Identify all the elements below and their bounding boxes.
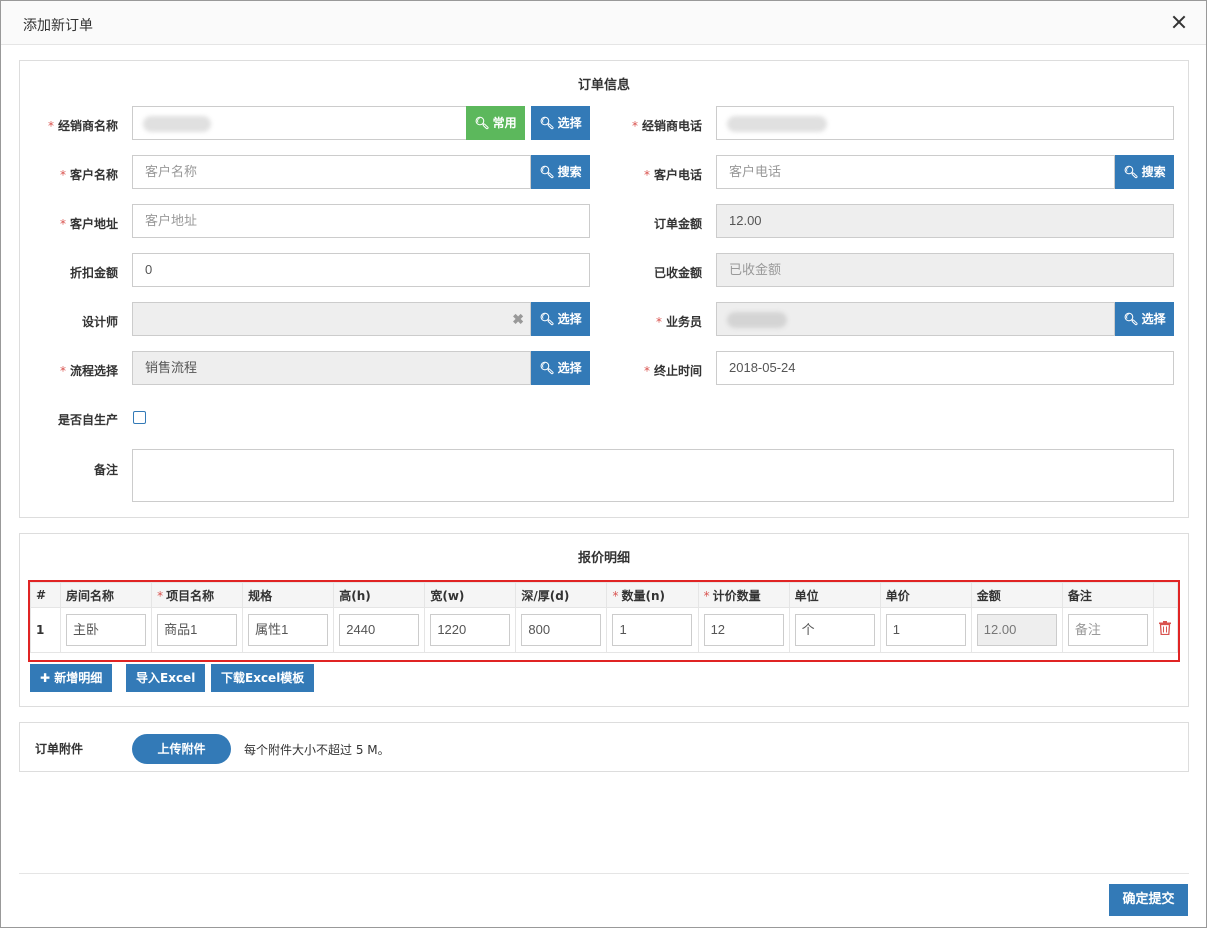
search-icon: 🔍︎	[1123, 312, 1139, 326]
quantity-input[interactable]: 1	[612, 614, 693, 646]
customer-address-input[interactable]: 客户地址	[132, 204, 590, 238]
order-info-panel: 订单信息 * 经销商名称 🔍︎ 常用 🔍︎ 选择 * 经销商电话 * 客户名称 客户名称 …	[19, 60, 1189, 518]
remark-textarea[interactable]	[132, 449, 1174, 502]
room-input[interactable]: 主卧	[66, 614, 147, 646]
col-remark: 备注	[1061, 582, 1154, 608]
col-item: * 项目名称	[151, 582, 244, 608]
designer-label: 设计师	[81, 315, 118, 329]
upload-attachment-button[interactable]: 上传附件	[132, 734, 231, 764]
footer-divider	[19, 873, 1189, 874]
depth-input[interactable]: 800	[521, 614, 602, 646]
remark-input[interactable]: 备注	[1067, 614, 1148, 646]
quote-table: # 房间名称 * 项目名称 规格 高(h) 宽(w) 深/厚(d) * 数量(n) …	[29, 582, 1179, 653]
customer-phone-label: * 客户电话	[643, 168, 702, 182]
customer-name-label: * 客户名称	[59, 168, 118, 182]
common-dealer-button[interactable]: 🔍︎ 常用	[466, 106, 525, 140]
order-amount-field: 12.00	[716, 204, 1174, 238]
remark-label: 备注	[93, 463, 118, 477]
submit-button[interactable]: 确定提交	[1109, 884, 1188, 916]
row-index: 1	[29, 607, 62, 653]
unit-price-input[interactable]: 1	[885, 614, 966, 646]
deadline-label: * 终止时间	[643, 364, 702, 378]
table-row: 1 主卧 商品1 属性1 2440 1220 800 1 12 个 1 12.0…	[29, 607, 1179, 653]
attachment-label: 订单附件	[35, 742, 84, 756]
clear-icon[interactable]: ✖	[512, 311, 524, 327]
width-input[interactable]: 1220	[430, 614, 511, 646]
received-amount-field: 已收金额	[716, 253, 1174, 287]
search-icon: 🔍︎	[539, 312, 555, 326]
deadline-input[interactable]: 2018-05-24	[716, 351, 1174, 385]
salesman-label: * 业务员	[655, 315, 702, 329]
highlight-box	[28, 580, 1180, 662]
quote-detail-title: 报价明细	[577, 551, 630, 566]
select-dealer-button[interactable]: 🔍︎ 选择	[531, 106, 590, 140]
discount-label: 折扣金额	[69, 266, 118, 280]
col-index: #	[29, 582, 62, 608]
process-label: * 流程选择	[59, 364, 118, 378]
attachment-hint: 每个附件大小不超过 5 M。	[244, 743, 390, 757]
search-customer-name-button[interactable]: 🔍︎ 搜索	[531, 155, 590, 189]
quote-table-header: # 房间名称 * 项目名称 规格 高(h) 宽(w) 深/厚(d) * 数量(n) …	[29, 582, 1179, 608]
height-input[interactable]: 2440	[339, 614, 420, 646]
customer-address-label: * 客户地址	[59, 217, 118, 231]
select-designer-button[interactable]: 🔍︎ 选择	[531, 302, 590, 336]
dealer-name-label: * 经销商名称	[47, 119, 118, 133]
col-action	[1152, 582, 1179, 608]
price-count-input[interactable]: 12	[703, 614, 784, 646]
order-info-title: 订单信息	[577, 78, 630, 93]
import-excel-button[interactable]: 导入Excel	[126, 664, 206, 692]
salesman-field	[716, 302, 1115, 336]
search-icon: 🔍︎	[539, 116, 555, 130]
self-produce-checkbox[interactable]	[133, 411, 146, 424]
col-depth: 深/厚(d)	[515, 582, 608, 608]
search-icon: 🔍︎	[474, 116, 490, 130]
col-unit-price: 单价	[879, 582, 972, 608]
close-icon[interactable]	[1168, 11, 1190, 33]
select-salesman-button[interactable]: 🔍︎ 选择	[1115, 302, 1174, 336]
process-field: 销售流程	[132, 351, 531, 385]
attachment-panel: 订单附件 上传附件 每个附件大小不超过 5 M。	[19, 722, 1189, 772]
dialog-header: 添加新订单	[1, 1, 1206, 45]
download-template-button[interactable]: 下载Excel模板	[211, 664, 315, 692]
col-unit: 单位	[788, 582, 881, 608]
search-customer-phone-button[interactable]: 🔍︎ 搜索	[1115, 155, 1174, 189]
quote-detail-panel: 报价明细 # 房间名称 * 项目名称 规格 高(h) 宽(w) 深/厚(d) * 数…	[19, 533, 1189, 707]
select-process-button[interactable]: 🔍︎ 选择	[531, 351, 590, 385]
order-amount-label: 订单金额	[653, 217, 702, 231]
col-price-count: * 计价数量	[697, 582, 790, 608]
received-amount-label: 已收金额	[653, 266, 702, 280]
col-width: 宽(w)	[424, 582, 517, 608]
unit-input[interactable]: 个	[794, 614, 875, 646]
customer-name-input[interactable]: 客户名称	[132, 155, 531, 189]
col-amount: 金额	[970, 582, 1063, 608]
spec-input[interactable]: 属性1	[248, 614, 329, 646]
col-quantity: * 数量(n)	[606, 582, 699, 608]
dealer-phone-input[interactable]	[716, 106, 1174, 140]
dealer-name-input[interactable]	[132, 106, 467, 140]
discount-input[interactable]: 0	[132, 253, 590, 287]
plus-icon: ✚	[40, 671, 55, 685]
customer-phone-input[interactable]: 客户电话	[716, 155, 1115, 189]
designer-field: ✖	[132, 302, 531, 336]
search-icon: 🔍︎	[539, 165, 555, 179]
dialog-title: 添加新订单	[23, 18, 93, 34]
amount-field: 12.00	[976, 614, 1057, 646]
add-detail-button[interactable]: ✚ 新增明细	[30, 664, 113, 692]
col-spec: 规格	[242, 582, 335, 608]
trash-icon[interactable]	[1159, 621, 1172, 639]
self-produce-label: 是否自生产	[57, 413, 118, 427]
item-input[interactable]: 商品1	[157, 614, 238, 646]
search-icon: 🔍︎	[539, 361, 555, 375]
search-icon: 🔍︎	[1123, 165, 1139, 179]
dealer-phone-label: * 经销商电话	[631, 119, 702, 133]
